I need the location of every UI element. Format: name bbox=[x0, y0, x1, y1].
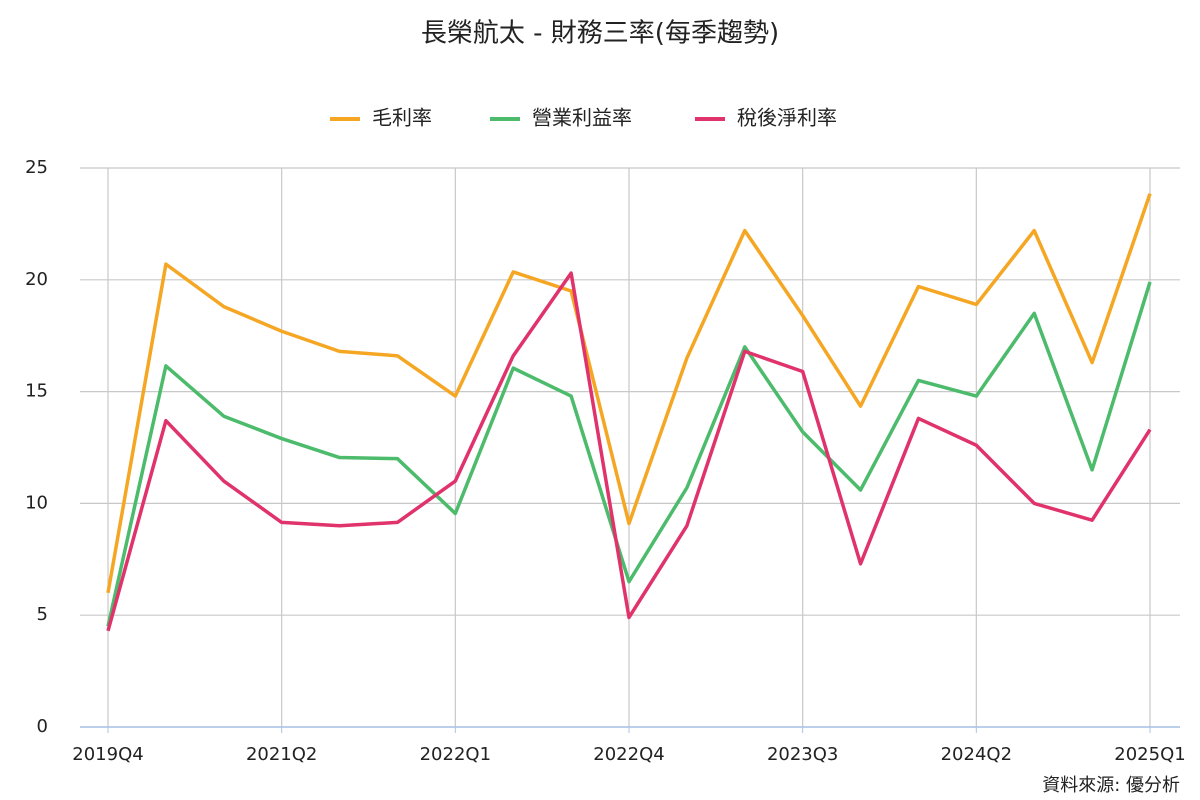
chart-title: 長榮航太 - 財務三率(每季趨勢) bbox=[421, 19, 779, 49]
y-tick-label: 15 bbox=[25, 381, 48, 402]
y-tick-label: 0 bbox=[37, 716, 48, 737]
y-tick-label: 20 bbox=[25, 269, 48, 290]
series-line bbox=[106, 193, 1152, 594]
y-tick-label: 10 bbox=[25, 492, 48, 513]
x-tick-label: 2021Q2 bbox=[246, 744, 317, 765]
legend-label: 毛利率 bbox=[372, 106, 432, 130]
x-tick-label: 2023Q3 bbox=[767, 744, 838, 765]
legend-label: 營業利益率 bbox=[532, 106, 632, 130]
x-tick-label: 2024Q2 bbox=[941, 744, 1012, 765]
y-tick-label: 25 bbox=[25, 157, 48, 178]
source-note: 資料來源: 優分析 bbox=[1042, 775, 1180, 796]
legend-label: 稅後淨利率 bbox=[737, 106, 837, 130]
x-tick-label: 2022Q4 bbox=[593, 744, 664, 765]
y-tick-label: 5 bbox=[37, 604, 48, 625]
x-tick-label: 2022Q1 bbox=[420, 744, 491, 765]
x-tick-label: 2025Q1 bbox=[1114, 744, 1185, 765]
series-line bbox=[106, 281, 1152, 627]
x-tick-label: 2019Q4 bbox=[72, 744, 143, 765]
series-line bbox=[106, 271, 1152, 632]
